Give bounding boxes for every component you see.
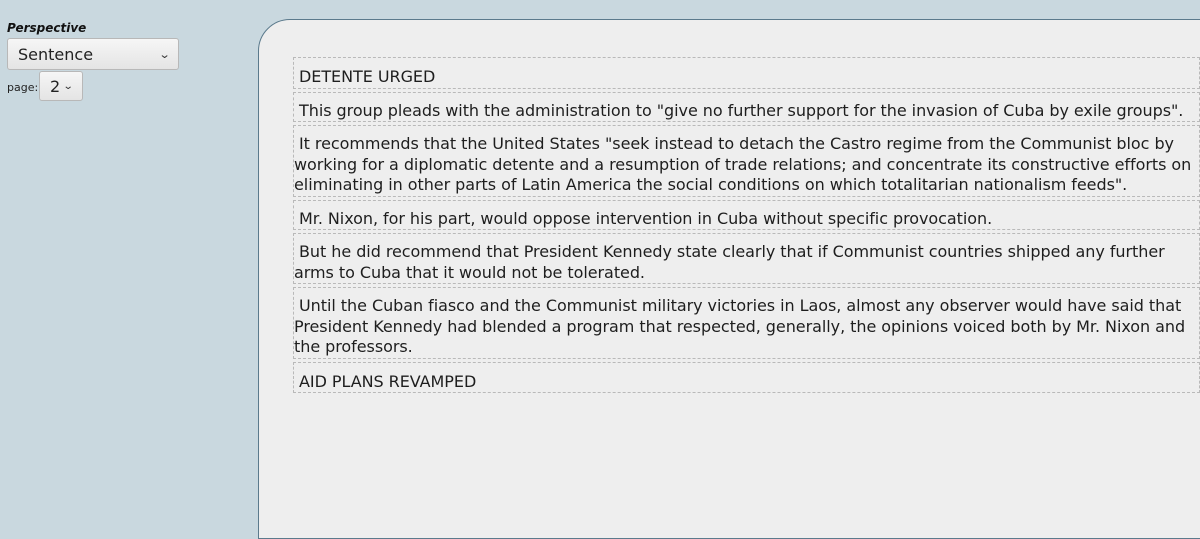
perspective-label: Perspective (7, 21, 87, 35)
page-select[interactable]: 2 ⌄ (39, 71, 83, 101)
sentence-item[interactable]: Until the Cuban fiasco and the Communist… (293, 287, 1200, 359)
perspective-select[interactable]: Sentence ⌄ (7, 38, 179, 70)
page-select-value: 2 (50, 76, 61, 96)
sentence-item[interactable]: But he did recommend that President Kenn… (293, 233, 1200, 284)
sentence-list: DETENTE URGED This group pleads with the… (293, 57, 1200, 396)
document-panel (258, 19, 1200, 539)
sentence-item[interactable]: DETENTE URGED (293, 57, 1200, 89)
page-label: page: (7, 81, 39, 94)
sentence-item[interactable]: This group pleads with the administratio… (293, 91, 1200, 122)
chevron-down-icon: ⌄ (62, 80, 74, 92)
sentence-item[interactable]: Mr. Nixon, for his part, would oppose in… (293, 199, 1200, 230)
sentence-item[interactable]: AID PLANS REVAMPED (293, 361, 1200, 393)
chevron-down-icon: ⌄ (158, 47, 171, 61)
perspective-select-value: Sentence (18, 44, 94, 64)
sidebar: Perspective Sentence ⌄ page: 2 ⌄ (0, 0, 250, 477)
sentence-item[interactable]: It recommends that the United States "se… (293, 125, 1200, 197)
